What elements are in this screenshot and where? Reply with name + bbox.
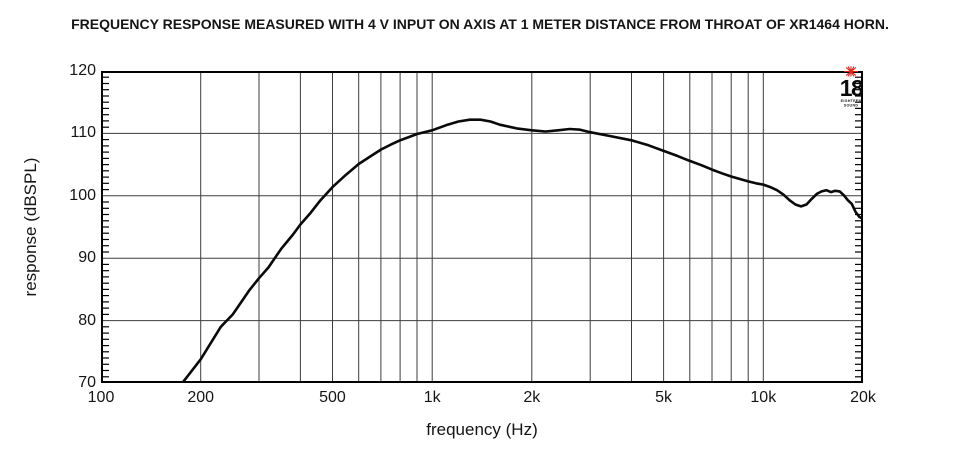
x-tick-label: 2k xyxy=(523,389,541,406)
y-tick-label: 100 xyxy=(69,186,96,204)
starburst-icon xyxy=(843,66,859,77)
y-tick-label: 90 xyxy=(78,249,96,267)
frequency-response-plot xyxy=(101,71,863,383)
logo-text-line2: SOUND xyxy=(843,103,859,108)
y-tick-label: 120 xyxy=(69,62,96,79)
brand-logo: 18 EIGHTEEN SOUND xyxy=(835,66,867,112)
x-tick-label: 500 xyxy=(319,389,346,406)
x-tick-label: 20k xyxy=(850,389,876,406)
y-tick-label: 80 xyxy=(78,311,96,329)
y-tick-label: 110 xyxy=(70,124,96,142)
x-tick-label: 200 xyxy=(187,389,215,406)
chart-title: FREQUENCY RESPONSE MEASURED WITH 4 V INP… xyxy=(71,16,889,32)
logo-text: EIGHTEEN SOUND xyxy=(839,99,863,109)
response-curve xyxy=(181,118,863,383)
logo-number: 18 xyxy=(839,75,864,101)
y-axis-label: response (dBSPL) xyxy=(21,157,40,297)
x-tick-label: 10k xyxy=(750,389,777,406)
plot-frame xyxy=(101,71,863,383)
x-axis-label: frequency (Hz) xyxy=(426,420,538,439)
x-tick-label: 1k xyxy=(423,389,441,406)
logo-text-line1: EIGHTEEN xyxy=(840,99,862,104)
x-tick-label: 100 xyxy=(87,389,115,406)
y-tick-label: 70 xyxy=(78,374,96,391)
x-tick-label: 5k xyxy=(655,389,673,406)
